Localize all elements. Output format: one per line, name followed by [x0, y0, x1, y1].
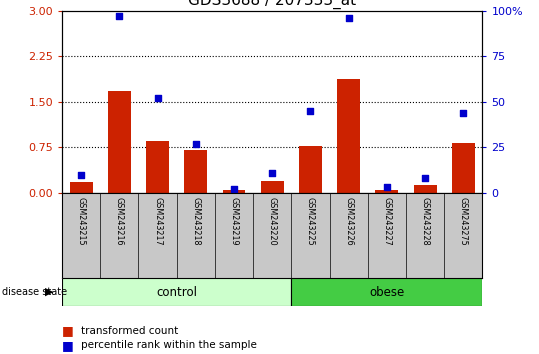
Point [153, 95, 162, 101]
Point [459, 110, 468, 115]
Point [306, 108, 315, 114]
Bar [291, 278, 482, 306]
Text: GSM243228: GSM243228 [420, 197, 430, 246]
Text: GSM243215: GSM243215 [77, 197, 86, 246]
Bar [70, 182, 93, 193]
Text: transformed count: transformed count [81, 326, 178, 336]
Bar [413, 185, 437, 193]
Text: ■: ■ [62, 325, 74, 337]
Text: GSM243219: GSM243219 [230, 197, 238, 246]
Point [268, 170, 277, 176]
Text: GSM243220: GSM243220 [268, 197, 277, 246]
Point [191, 141, 200, 147]
Bar [337, 79, 360, 193]
Text: disease state: disease state [2, 287, 67, 297]
Text: obese: obese [369, 286, 404, 298]
Point [115, 13, 123, 19]
Text: GSM243275: GSM243275 [459, 197, 468, 246]
Point [230, 187, 238, 192]
Text: GSM243217: GSM243217 [153, 197, 162, 246]
Point [383, 185, 391, 190]
Bar [223, 190, 245, 193]
Bar [184, 150, 207, 193]
Point [344, 15, 353, 21]
Bar [299, 145, 322, 193]
Point [421, 176, 430, 181]
Text: GSM243218: GSM243218 [191, 197, 201, 246]
Text: GSM243226: GSM243226 [344, 197, 353, 246]
Text: GSM243225: GSM243225 [306, 197, 315, 246]
Text: ▶: ▶ [45, 287, 54, 297]
Text: percentile rank within the sample: percentile rank within the sample [81, 340, 257, 350]
Text: control: control [156, 286, 197, 298]
Text: GSM243216: GSM243216 [115, 197, 124, 246]
Text: ■: ■ [62, 339, 74, 352]
Bar [261, 181, 284, 193]
Bar [62, 278, 291, 306]
Bar [452, 143, 475, 193]
Bar [108, 91, 131, 193]
Point [77, 172, 85, 178]
Text: GSM243227: GSM243227 [382, 197, 391, 246]
Bar [146, 141, 169, 193]
Bar [375, 190, 398, 193]
Title: GDS3688 / 207333_at: GDS3688 / 207333_at [188, 0, 356, 9]
